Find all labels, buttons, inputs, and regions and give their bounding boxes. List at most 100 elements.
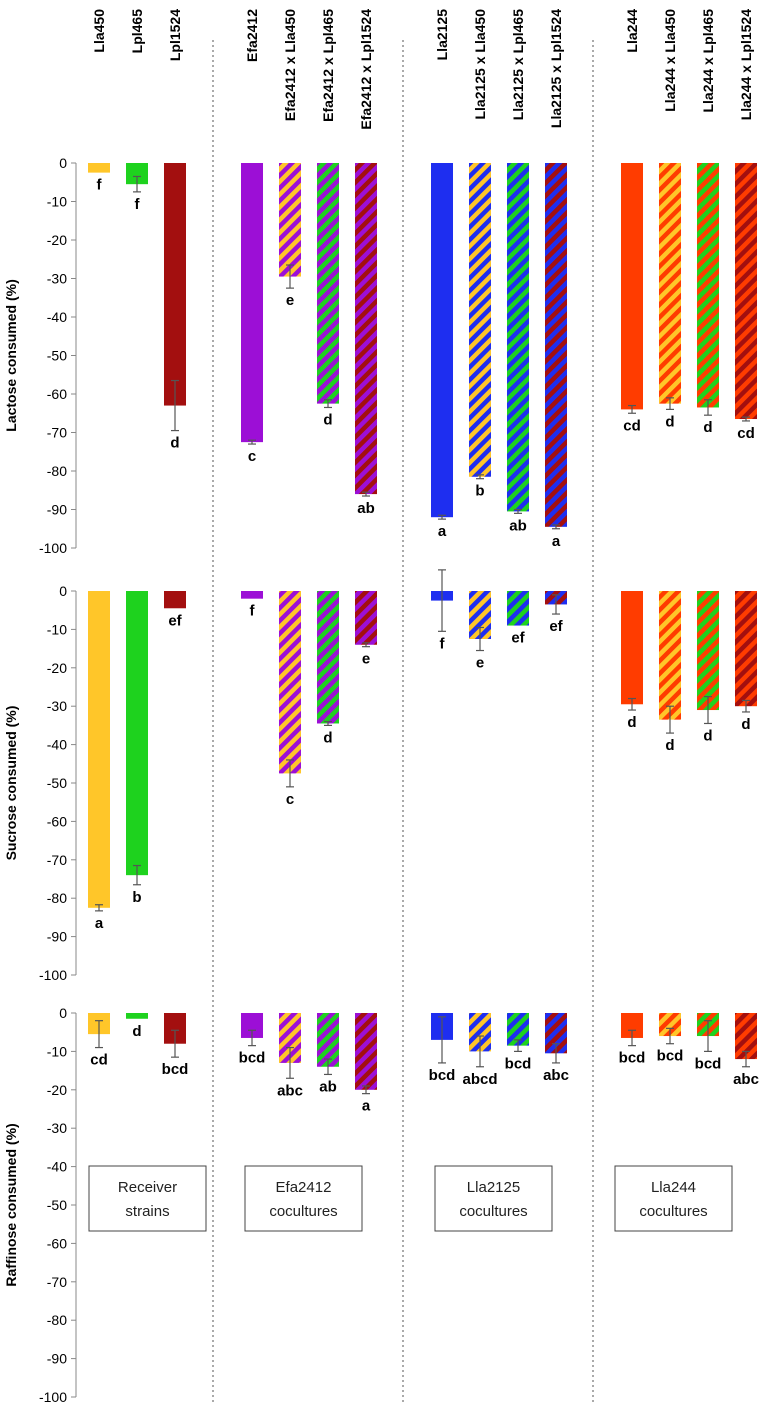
group-box-frame — [88, 1165, 207, 1232]
bar-sucrose-c13 — [697, 591, 719, 711]
group-label-line2: cocultures — [459, 1203, 527, 1220]
bar-raffinose-c9 — [507, 1013, 529, 1046]
group-label-line1: Lla244 — [651, 1179, 696, 1196]
panel-raffinose: 0 -10 -20 -30 -40 -50 -60 -70 -80 -90 -100 Raffinos… — [3, 1005, 759, 1405]
group-label-line2: cocultures — [639, 1203, 707, 1220]
significance-letter: b — [475, 483, 484, 500]
significance-letter: d — [703, 727, 712, 744]
group-box-frame — [614, 1165, 733, 1232]
category-label: Lla2125 x Lla450 — [472, 9, 488, 120]
significance-letter: c — [248, 448, 256, 465]
bar-lactose-c6 — [355, 163, 377, 495]
significance-letter: e — [476, 655, 484, 672]
y-tick-label: -70 — [47, 852, 67, 868]
significance-letter: a — [552, 533, 561, 550]
significance-letter: d — [323, 411, 332, 428]
bar-sucrose-c12 — [659, 591, 681, 720]
significance-letter: cd — [623, 417, 641, 434]
bar-lactose-c4 — [279, 163, 301, 277]
category-label: Lpl465 — [129, 9, 145, 54]
chart-panels: 0-10-20-30-40-50-60-70-80-90-100Lactose … — [3, 155, 759, 1405]
category-label: Lla2125 x Lpl465 — [510, 9, 526, 121]
significance-letter: abc — [733, 1071, 759, 1088]
significance-letter: abcd — [462, 1071, 497, 1088]
y-tick-label: -100 — [39, 540, 67, 556]
significance-letter: c — [286, 791, 294, 808]
group-label-boxes: Receiver strains Efa2412 cocultures Lla2125 c… — [88, 1165, 733, 1232]
y-tick-label: -40 — [47, 309, 67, 325]
y-tick-label: -10 — [47, 1043, 67, 1059]
y-axis-label: Lactose consumed (%) — [3, 279, 19, 431]
significance-letter: ab — [509, 517, 527, 534]
group-label-line2: strains — [125, 1203, 169, 1220]
group-label-box: Receiver strains — [88, 1165, 207, 1232]
y-tick-label: -20 — [47, 232, 67, 248]
bar-raffinose-c5 — [317, 1013, 339, 1067]
bar-lactose-c0 — [88, 163, 110, 173]
group-box-frame — [434, 1165, 553, 1232]
bar-lactose-c12 — [659, 163, 681, 404]
y-tick-label: -10 — [47, 621, 67, 637]
bar-sucrose-c9 — [507, 591, 529, 626]
bar-lactose-c9 — [507, 163, 529, 512]
category-label: Lla244 — [624, 9, 640, 53]
significance-letter: ab — [319, 1078, 337, 1095]
significance-letter: a — [438, 523, 447, 540]
y-tick-label: -40 — [47, 1159, 67, 1175]
y-tick-label: 0 — [59, 583, 67, 599]
bar-lactose-c11 — [621, 163, 643, 410]
bar-sucrose-c0 — [88, 591, 110, 908]
significance-letter: a — [95, 915, 104, 932]
bar-raffinose-c8 — [469, 1013, 491, 1052]
bar-lactose-c14 — [735, 163, 757, 420]
bar-lactose-c5 — [317, 163, 339, 404]
y-tick-label: -30 — [47, 698, 67, 714]
bar-sucrose-c6 — [355, 591, 377, 645]
y-tick-label: -70 — [47, 1274, 67, 1290]
category-label: Lla244 x Lpl465 — [700, 9, 716, 113]
significance-letter: f — [135, 196, 141, 213]
group-label-line1: Lla2125 — [467, 1179, 520, 1196]
significance-letter: d — [665, 737, 674, 754]
bar-lactose-c13 — [697, 163, 719, 408]
significance-letter: e — [286, 292, 294, 309]
significance-letter: f — [250, 603, 256, 620]
y-tick-label: -40 — [47, 737, 67, 753]
y-tick-label: -80 — [47, 1312, 67, 1328]
bar-sucrose-c8 — [469, 591, 491, 639]
significance-letter: a — [362, 1098, 371, 1115]
significance-letter: bcd — [505, 1055, 532, 1072]
bar-raffinose-c4 — [279, 1013, 301, 1063]
y-tick-label: -100 — [39, 1389, 67, 1405]
y-tick-label: 0 — [59, 155, 67, 171]
bar-sucrose-c14 — [735, 591, 757, 707]
bar-lactose-c8 — [469, 163, 491, 477]
significance-letter: abc — [543, 1067, 569, 1084]
significance-letter: ab — [357, 500, 375, 517]
y-tick-label: -100 — [39, 967, 67, 983]
category-label: Lpl1524 — [167, 9, 183, 61]
significance-letter: bcd — [657, 1048, 684, 1065]
panel-lactose: 0 -10 -20 -30 -40 -50 -60 -70 -80 -90 -100 Lactose … — [3, 155, 757, 556]
significance-letter: d — [741, 716, 750, 733]
y-tick-label: -50 — [47, 1197, 67, 1213]
significance-letter: d — [703, 419, 712, 436]
category-labels: Lla450 Lpl465 Lpl1524 Efa2412 Efa2412 x Lla4… — [91, 9, 754, 130]
category-label: Lla244 x Lpl1524 — [738, 9, 754, 121]
bar-sucrose-c3 — [241, 591, 263, 599]
group-label-line1: Receiver — [118, 1179, 177, 1196]
category-label: Efa2412 x Lla450 — [282, 9, 298, 121]
bar-raffinose-c11 — [621, 1013, 643, 1038]
bar-lactose-c1 — [126, 163, 148, 185]
bar-raffinose-c2 — [164, 1013, 186, 1044]
category-label: Efa2412 — [244, 9, 260, 62]
category-label: Lla2125 — [434, 9, 450, 61]
significance-letter: d — [627, 714, 636, 731]
y-tick-label: -60 — [47, 386, 67, 402]
group-label-line1: Efa2412 — [276, 1179, 332, 1196]
y-tick-label: -70 — [47, 425, 67, 441]
bar-raffinose-c14 — [735, 1013, 757, 1060]
significance-letter: f — [97, 177, 103, 194]
y-tick-label: 0 — [59, 1005, 67, 1021]
